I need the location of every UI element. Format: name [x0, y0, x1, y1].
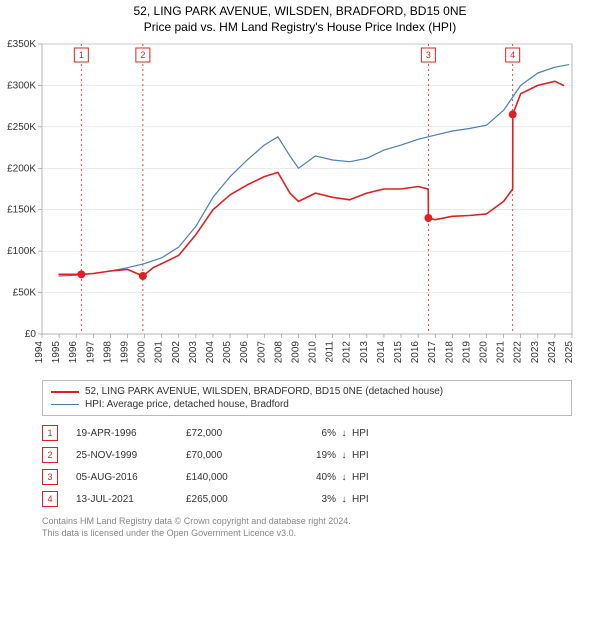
down-arrow-icon: ↓ — [336, 428, 352, 439]
xtick-label: 1999 — [119, 341, 130, 364]
transaction-price: £265,000 — [186, 494, 286, 505]
transaction-diff: 40% — [286, 472, 336, 483]
ytick-label: £250K — [7, 122, 36, 133]
xtick-label: 2013 — [359, 341, 370, 364]
transaction-row: 2 25-NOV-1999£70,00019%↓HPI — [42, 444, 572, 466]
xtick-label: 2010 — [308, 341, 319, 364]
transaction-row: 1 19-APR-1996£72,0006%↓HPI — [42, 422, 572, 444]
event-marker-label: 1 — [79, 50, 84, 60]
xtick-label: 1995 — [51, 341, 62, 364]
ytick-label: £50K — [13, 288, 37, 299]
xtick-label: 2025 — [564, 341, 575, 364]
xtick-label: 2004 — [205, 341, 216, 364]
transaction-date: 05-AUG-2016 — [76, 472, 186, 483]
footer-line-1: Contains HM Land Registry data © Crown c… — [42, 516, 572, 528]
transaction-price: £140,000 — [186, 472, 286, 483]
xtick-label: 2012 — [342, 341, 353, 364]
ytick-label: £0 — [25, 329, 37, 340]
transaction-marker: 4 — [42, 491, 58, 507]
transaction-price: £70,000 — [186, 450, 286, 461]
transactions-table: 119-APR-1996£72,0006%↓HPI225-NOV-1999£70… — [42, 422, 572, 510]
xtick-label: 2002 — [171, 341, 182, 364]
transaction-marker: 1 — [42, 425, 58, 441]
xtick-label: 2003 — [188, 341, 199, 364]
transaction-marker: 2 — [42, 447, 58, 463]
price-chart: £0 £50K £100K £150K £200K £250K £300K £350K 1994… — [0, 34, 600, 374]
transaction-diff: 6% — [286, 428, 336, 439]
legend-item: 52, LING PARK AVENUE, WILSDEN, BRADFORD,… — [51, 385, 563, 398]
transaction-row: 4 13-JUL-2021£265,0003%↓HPI — [42, 488, 572, 510]
transaction-diff: 19% — [286, 450, 336, 461]
xtick-label: 1997 — [85, 341, 96, 364]
transaction-hpi-label: HPI — [352, 428, 382, 439]
legend-label: 52, LING PARK AVENUE, WILSDEN, BRADFORD,… — [85, 386, 443, 397]
ytick-label: £200K — [7, 163, 36, 174]
event-marker-label: 2 — [140, 50, 145, 60]
legend-label: HPI: Average price, detached house, Brad… — [85, 399, 289, 410]
xtick-label: 2016 — [410, 341, 421, 364]
xtick-label: 2022 — [513, 341, 524, 364]
transaction-date: 19-APR-1996 — [76, 428, 186, 439]
footer-line-2: This data is licensed under the Open Gov… — [42, 528, 572, 540]
xtick-label: 2021 — [496, 341, 507, 364]
xtick-label: 2007 — [256, 341, 267, 364]
xtick-label: 2005 — [222, 341, 233, 364]
xtick-label: 2001 — [154, 341, 165, 364]
xtick-label: 2009 — [290, 341, 301, 364]
xtick-label: 2019 — [461, 341, 472, 364]
plot-area — [42, 44, 572, 334]
title-subtitle: Price paid vs. HM Land Registry's House … — [0, 20, 600, 34]
xtick-label: 1998 — [102, 341, 113, 364]
transaction-hpi-label: HPI — [352, 494, 382, 505]
transaction-diff: 3% — [286, 494, 336, 505]
title-address: 52, LING PARK AVENUE, WILSDEN, BRADFORD,… — [0, 4, 600, 18]
xtick-label: 2000 — [137, 341, 148, 364]
legend-item: HPI: Average price, detached house, Brad… — [51, 398, 563, 411]
xtick-label: 2017 — [427, 341, 438, 364]
xtick-label: 2018 — [444, 341, 455, 364]
xtick-label: 2011 — [325, 341, 336, 363]
transaction-hpi-label: HPI — [352, 472, 382, 483]
xtick-label: 2015 — [393, 341, 404, 364]
transaction-date: 25-NOV-1999 — [76, 450, 186, 461]
legend-swatch — [51, 391, 79, 393]
transaction-date: 13-JUL-2021 — [76, 494, 186, 505]
xtick-label: 2008 — [273, 341, 284, 364]
ytick-label: £150K — [7, 205, 36, 216]
title-block: 52, LING PARK AVENUE, WILSDEN, BRADFORD,… — [0, 0, 600, 34]
ytick-label: £350K — [7, 39, 36, 50]
legend-swatch — [51, 404, 79, 405]
legend: 52, LING PARK AVENUE, WILSDEN, BRADFORD,… — [42, 380, 572, 416]
xtick-label: 2006 — [239, 341, 250, 364]
xtick-label: 1996 — [68, 341, 79, 364]
down-arrow-icon: ↓ — [336, 450, 352, 461]
figure-root: 52, LING PARK AVENUE, WILSDEN, BRADFORD,… — [0, 0, 600, 539]
xtick-label: 2024 — [547, 341, 558, 364]
transaction-marker: 3 — [42, 469, 58, 485]
xtick-label: 2014 — [376, 341, 387, 364]
xtick-label: 1994 — [34, 341, 45, 364]
event-marker-label: 3 — [426, 50, 431, 60]
transaction-hpi-label: HPI — [352, 450, 382, 461]
xtick-label: 2020 — [479, 341, 490, 364]
ytick-label: £100K — [7, 246, 36, 257]
footer-attribution: Contains HM Land Registry data © Crown c… — [42, 516, 572, 539]
ytick-label: £300K — [7, 80, 36, 91]
transaction-price: £72,000 — [186, 428, 286, 439]
event-marker-label: 4 — [510, 50, 515, 60]
down-arrow-icon: ↓ — [336, 494, 352, 505]
transaction-row: 3 05-AUG-2016£140,00040%↓HPI — [42, 466, 572, 488]
down-arrow-icon: ↓ — [336, 472, 352, 483]
xtick-label: 2023 — [530, 341, 541, 364]
